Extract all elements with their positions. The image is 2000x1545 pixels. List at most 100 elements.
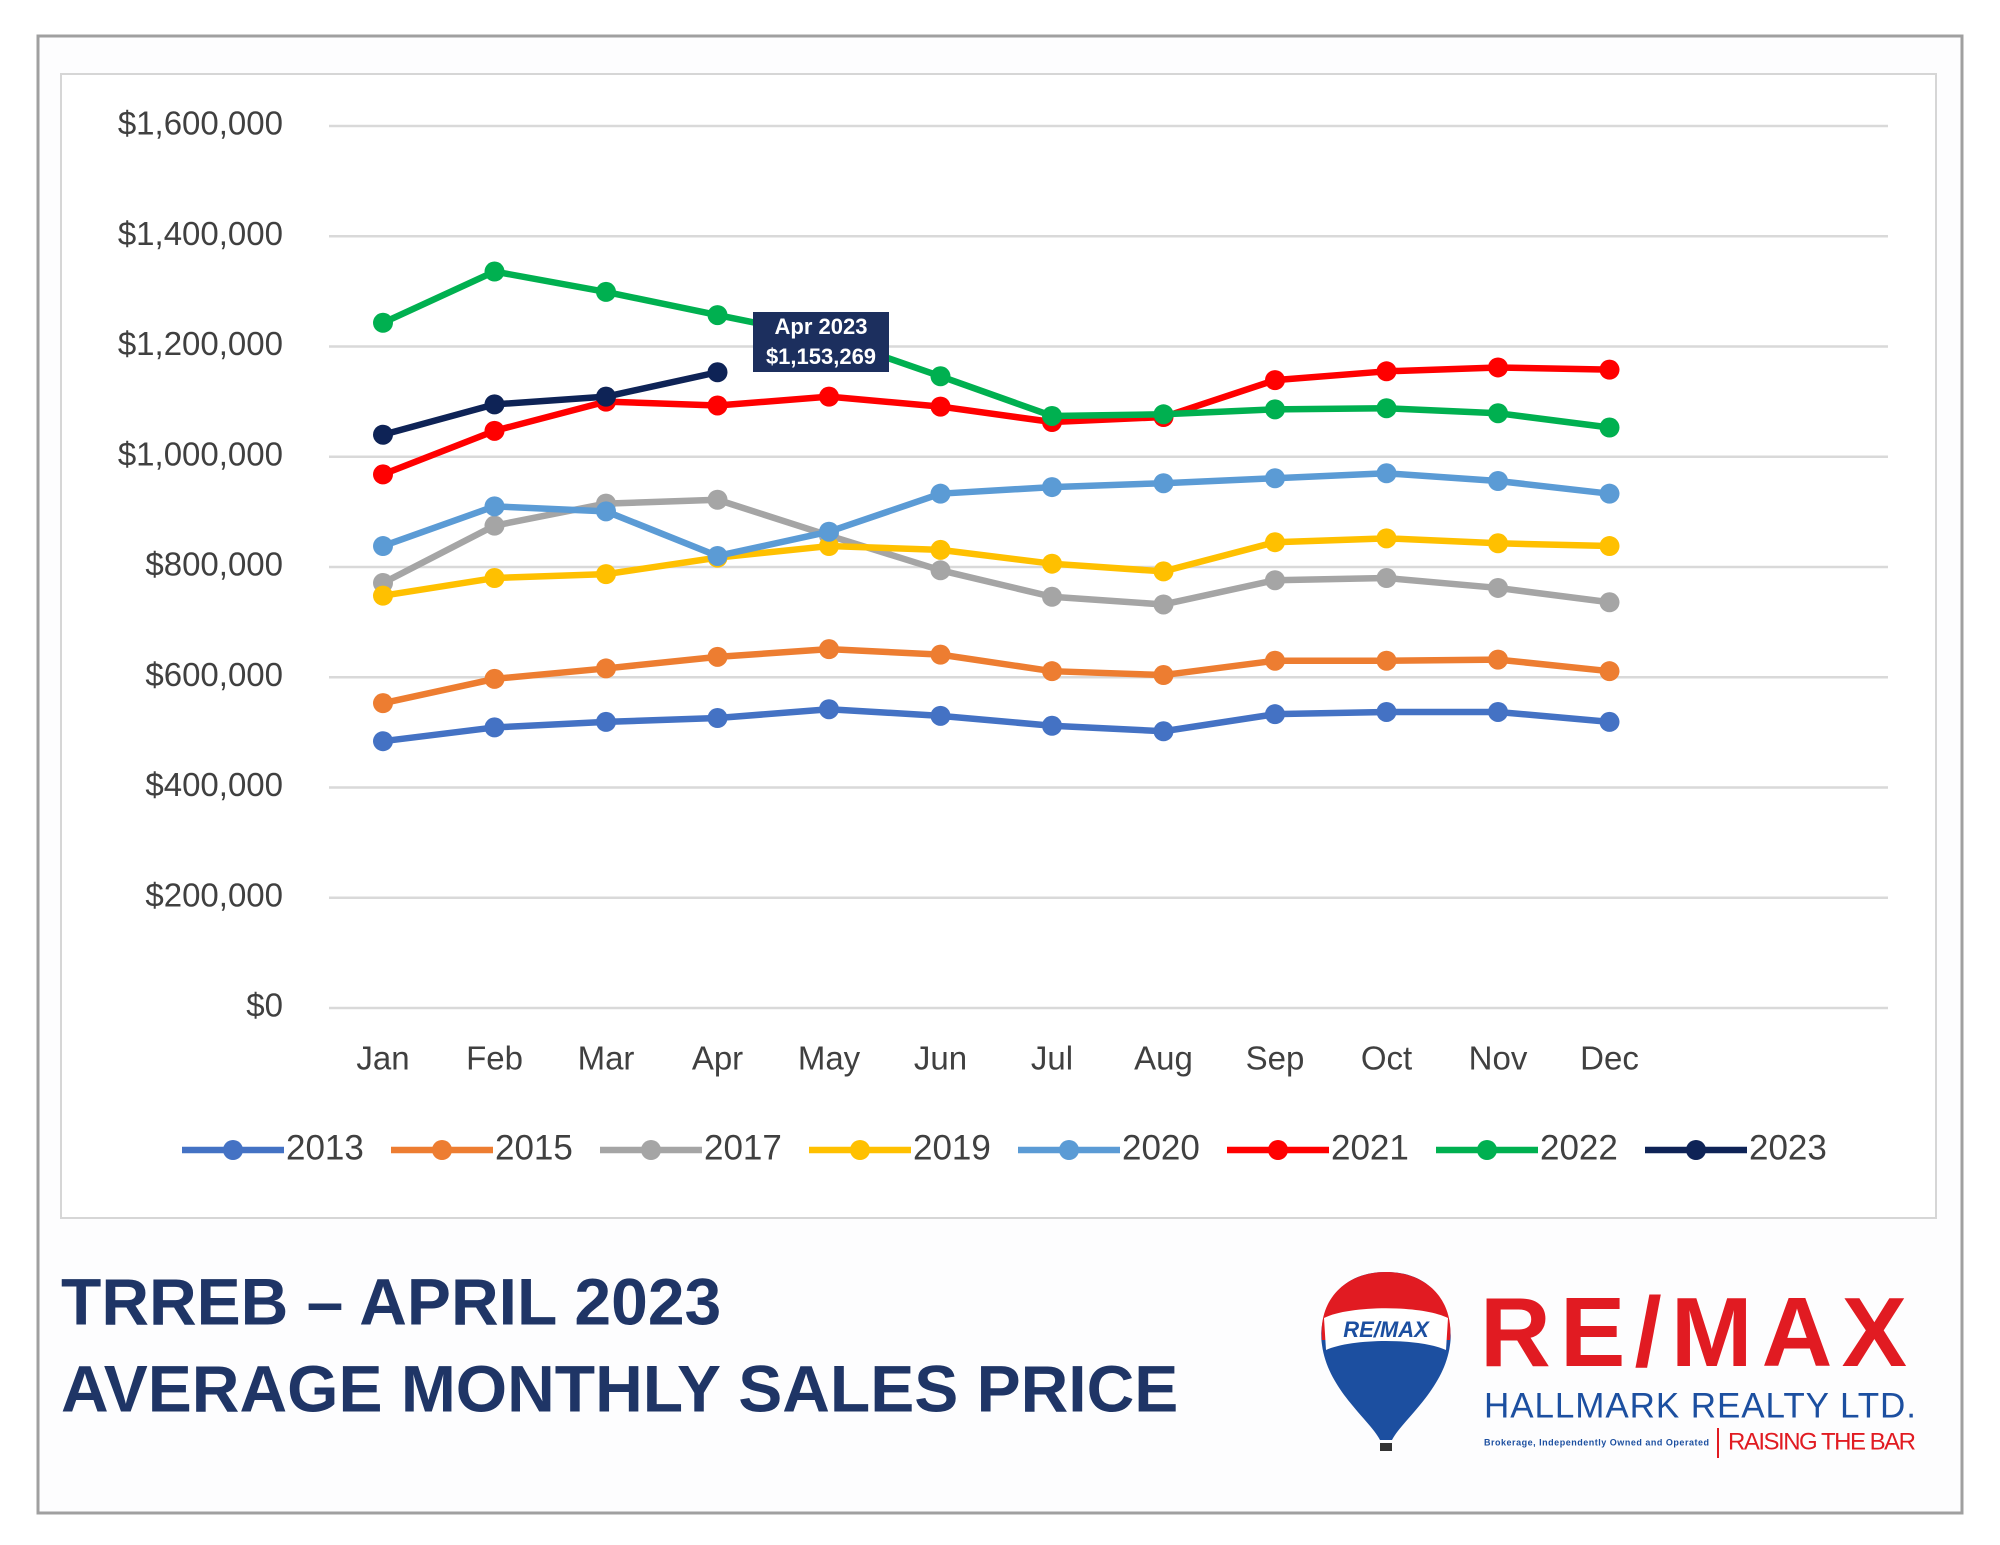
point [373, 312, 393, 333]
point [1153, 594, 1174, 615]
point [819, 639, 839, 660]
legend-marker [1686, 1140, 1706, 1160]
annotation-box [753, 312, 889, 372]
x-tick-label: Jan [356, 1040, 409, 1077]
point [1376, 701, 1397, 722]
series-line [382, 535, 1610, 599]
point [1153, 404, 1174, 425]
legend-label: 2019 [913, 1128, 991, 1167]
point [930, 396, 951, 417]
logo-balloon: RE/MAX [1321, 1272, 1451, 1451]
point [596, 281, 616, 302]
x-tick-label: Apr [692, 1040, 743, 1077]
point [1599, 483, 1620, 504]
series-line [381, 268, 1610, 431]
point [596, 386, 616, 407]
x-tick-label: May [798, 1040, 861, 1077]
y-tick-label: $400,000 [145, 766, 283, 803]
point [373, 731, 393, 752]
point [930, 539, 951, 560]
point [1153, 473, 1174, 494]
x-tick-label: Mar [578, 1040, 635, 1077]
point [1376, 650, 1397, 671]
point [373, 424, 393, 445]
point [1042, 405, 1062, 426]
company: HALLMARK REALTY LTD. [1484, 1386, 1916, 1425]
y-tick-label: $0 [246, 987, 283, 1024]
point [484, 515, 505, 536]
legend-marker [1477, 1140, 1497, 1160]
series-line [382, 369, 719, 438]
legend-label: 2020 [1122, 1128, 1200, 1167]
series-line [382, 705, 1610, 745]
point [596, 501, 616, 522]
point [484, 420, 505, 441]
balloon-text: RE/MAX [1343, 1317, 1430, 1342]
legend-label: 2013 [286, 1128, 364, 1167]
point [1488, 577, 1508, 598]
legend-marker [432, 1140, 452, 1160]
point [484, 568, 505, 589]
point [373, 464, 393, 485]
point [1042, 586, 1062, 607]
legend-label: 2021 [1331, 1128, 1409, 1167]
legend-label: 2015 [495, 1128, 573, 1167]
point [1042, 715, 1062, 736]
point [1488, 533, 1508, 554]
point [1376, 528, 1397, 549]
legend-marker [641, 1140, 661, 1160]
legend-label: 2022 [1540, 1128, 1618, 1167]
point [1376, 398, 1397, 419]
point [1042, 661, 1062, 682]
y-tick-label: $800,000 [145, 546, 283, 583]
point [1265, 570, 1285, 591]
series-line [382, 645, 1610, 707]
point [707, 305, 728, 326]
point [484, 717, 505, 738]
y-tick-label: $1,600,000 [118, 105, 283, 142]
point [1376, 463, 1397, 484]
point [1488, 403, 1508, 424]
y-tick-label: $1,000,000 [118, 435, 283, 472]
point [484, 496, 505, 517]
point [819, 699, 839, 720]
point [707, 708, 728, 729]
point [1599, 711, 1620, 732]
series-line [381, 470, 1610, 560]
point [373, 693, 393, 714]
y-tick-label: $1,200,000 [118, 325, 283, 362]
title: TRREB – APRIL 2023 [61, 1264, 721, 1338]
series-line [381, 364, 1610, 478]
point [484, 668, 505, 689]
point [1488, 357, 1508, 378]
point [930, 560, 951, 581]
point [707, 489, 728, 510]
point [1153, 665, 1174, 686]
note: Brokerage, Independently Owned and Opera… [1484, 1437, 1709, 1447]
x-tick-label: Jun [914, 1040, 967, 1077]
x-tick-label: Sep [1246, 1040, 1305, 1077]
point [1599, 661, 1620, 682]
point [930, 366, 951, 387]
point [1153, 561, 1174, 582]
point [1599, 417, 1620, 438]
legend-marker [1268, 1140, 1288, 1160]
point [1265, 370, 1285, 391]
data-label: $1,153,269 [766, 344, 876, 369]
point [1488, 649, 1508, 670]
point [1042, 553, 1062, 574]
point [1376, 568, 1397, 589]
x-tick-label: Feb [466, 1040, 523, 1077]
slogan: RAISING THE BAR [1728, 1428, 1916, 1455]
point [1265, 704, 1285, 725]
y-tick-label: $1,400,000 [118, 215, 283, 252]
point [596, 658, 616, 679]
point [484, 394, 505, 415]
point [1265, 468, 1285, 489]
point [1042, 477, 1062, 498]
point [1488, 471, 1508, 492]
legend-label: 2017 [704, 1128, 782, 1167]
point [930, 644, 951, 665]
annotation-title: Apr 2023 [775, 314, 868, 339]
point [707, 646, 728, 667]
